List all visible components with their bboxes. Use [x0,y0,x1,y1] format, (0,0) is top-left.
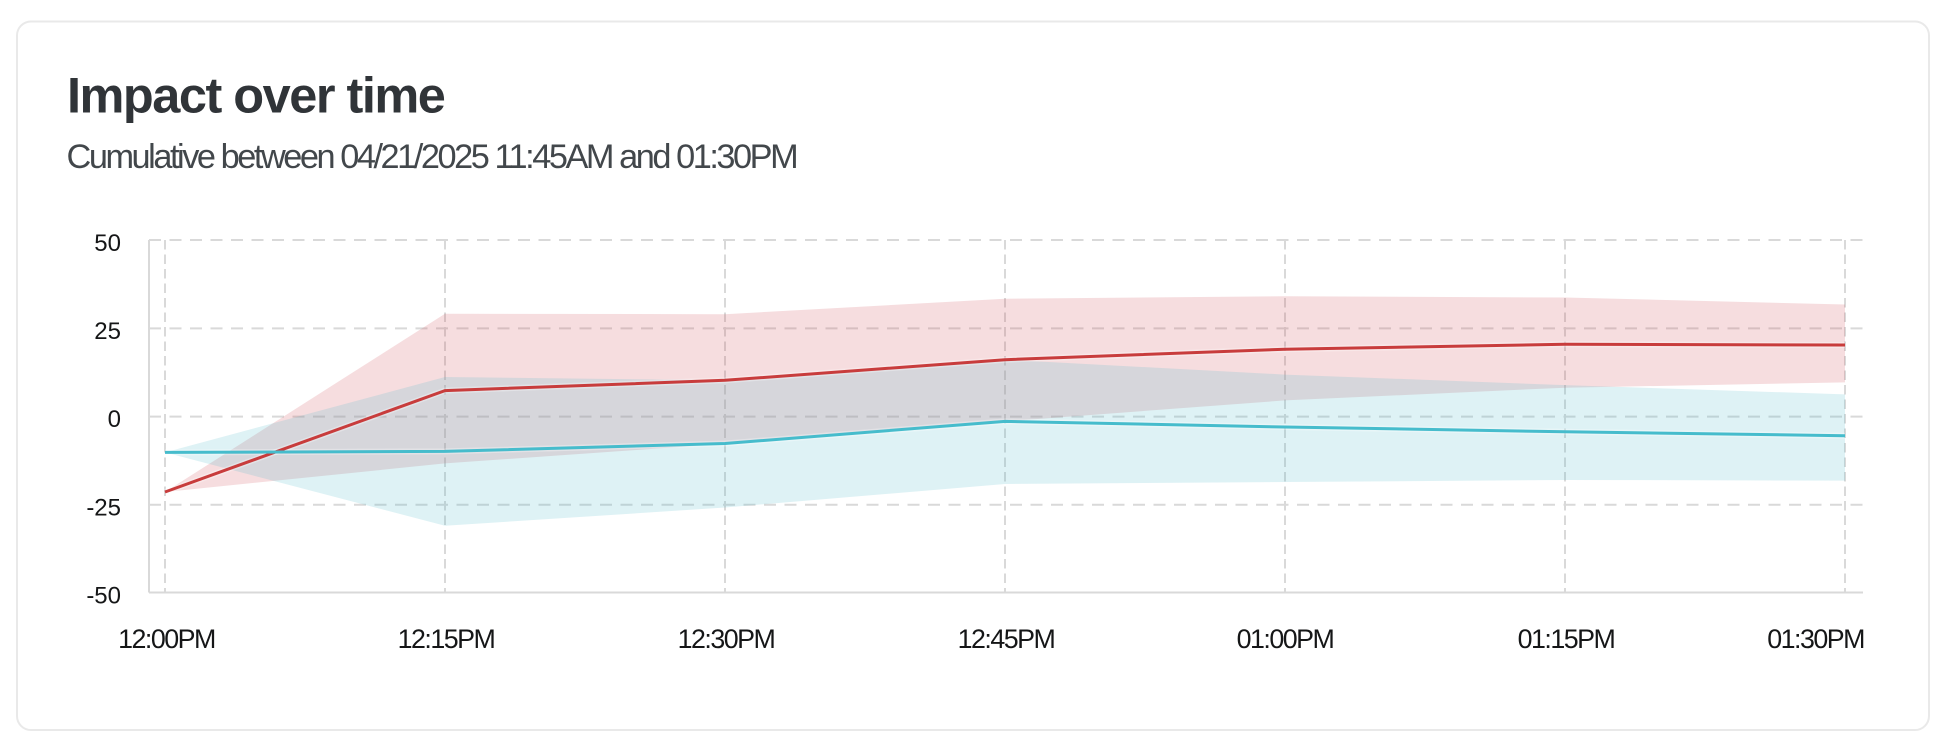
svg-text:01:15PM: 01:15PM [1518,624,1615,654]
svg-text:-25: -25 [86,494,121,521]
svg-text:Impact over time: Impact over time [67,67,445,124]
svg-text:25: 25 [94,318,121,345]
svg-text:12:00PM: 12:00PM [118,624,215,654]
svg-text:50: 50 [94,230,121,257]
svg-text:12:15PM: 12:15PM [398,624,495,654]
svg-text:01:30PM: 01:30PM [1767,624,1864,654]
svg-text:12:30PM: 12:30PM [678,624,775,654]
svg-text:0: 0 [108,406,121,433]
svg-text:-50: -50 [86,583,121,610]
svg-text:12:45PM: 12:45PM [958,624,1055,654]
svg-text:01:00PM: 01:00PM [1237,624,1334,654]
svg-text:Cumulative between 04/21/2025: Cumulative between 04/21/2025 11:45AM an… [67,138,797,176]
